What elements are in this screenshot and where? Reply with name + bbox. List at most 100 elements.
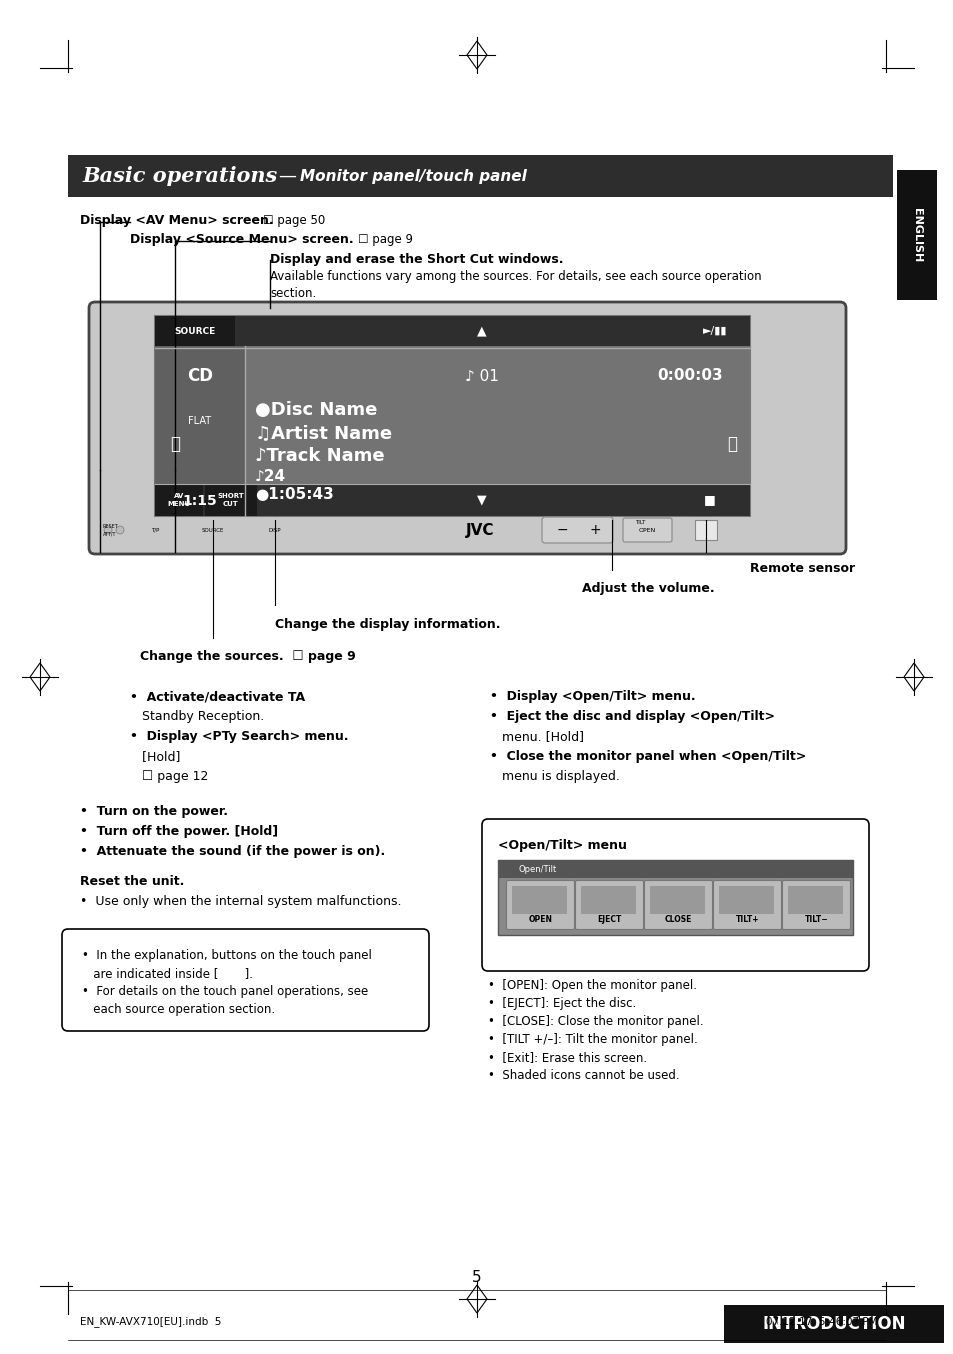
Text: 07.12.17  5:46:07 PM: 07.12.17 5:46:07 PM [765,1317,877,1327]
Text: •  [TILT +/–]: Tilt the monitor panel.: • [TILT +/–]: Tilt the monitor panel. [488,1033,697,1047]
Circle shape [104,525,112,533]
Text: ♫Artist Name: ♫Artist Name [254,424,392,441]
Text: —: — [277,167,295,185]
Bar [154,347,245,516]
Bar [154,315,749,347]
Text: are indicated inside [       ].: are indicated inside [ ]. [82,967,253,980]
Text: •  [EJECT]: Eject the disc.: • [EJECT]: Eject the disc. [488,997,636,1010]
Text: •  Use only when the internal system malfunctions.: • Use only when the internal system malf… [80,895,401,909]
Text: •  In the explanation, buttons on the touch panel: • In the explanation, buttons on the tou… [82,949,372,961]
Text: TILT+: TILT+ [735,915,759,925]
Text: Monitor panel/touch panel: Monitor panel/touch panel [299,168,526,184]
FancyBboxPatch shape [481,819,868,971]
Text: section.: section. [270,287,315,301]
Text: ⏮: ⏮ [170,435,180,454]
Text: T/P: T/P [151,528,159,532]
Text: Reset the unit.: Reset the unit. [80,875,184,888]
Bar [512,886,566,914]
Text: •  [OPEN]: Open the monitor panel.: • [OPEN]: Open the monitor panel. [488,979,697,992]
Text: ENGLISH: ENGLISH [911,209,921,263]
FancyBboxPatch shape [506,880,574,929]
Text: TILT−: TILT− [803,915,827,925]
Text: <Open/Tilt> menu: <Open/Tilt> menu [497,839,626,852]
Text: Display <Source Menu> screen.: Display <Source Menu> screen. [130,233,354,246]
Text: ▼: ▼ [476,493,486,506]
Text: •  Activate/deactivate TA: • Activate/deactivate TA [130,691,305,703]
Text: +: + [589,523,600,538]
Bar [719,886,773,914]
Text: SHORT
CUT: SHORT CUT [217,493,244,506]
Bar [154,483,749,516]
Text: SOURCE: SOURCE [174,326,215,336]
Text: ☐ page 9: ☐ page 9 [357,233,413,246]
FancyBboxPatch shape [644,880,712,929]
Bar [497,860,852,936]
Bar [497,860,852,877]
Text: ♪24: ♪24 [254,468,286,483]
Text: •  [CLOSE]: Close the monitor panel.: • [CLOSE]: Close the monitor panel. [488,1016,703,1028]
Text: Open/Tilt: Open/Tilt [518,864,557,873]
FancyBboxPatch shape [541,517,613,543]
Bar [154,315,749,516]
FancyBboxPatch shape [575,880,643,929]
Text: menu. [Hold]: menu. [Hold] [490,730,583,743]
Text: ☐ page 12: ☐ page 12 [130,770,208,783]
Bar [649,886,704,914]
FancyBboxPatch shape [781,880,850,929]
Text: •  Turn on the power.: • Turn on the power. [80,806,228,818]
Text: •  Eject the disc and display <Open/Tilt>: • Eject the disc and display <Open/Tilt> [490,709,774,723]
Text: each source operation section.: each source operation section. [82,1003,274,1016]
Text: TILT: TILT [634,520,644,524]
Text: CD: CD [187,367,213,385]
Bar [787,886,842,914]
Text: OPEN: OPEN [528,915,552,925]
Text: Remote sensor: Remote sensor [749,562,854,575]
Text: •  Shaded icons cannot be used.: • Shaded icons cannot be used. [488,1070,679,1082]
FancyBboxPatch shape [622,519,671,542]
Text: JVC: JVC [465,523,494,538]
Circle shape [116,525,124,533]
Text: Display <AV Menu> screen.: Display <AV Menu> screen. [80,214,274,227]
Text: ●Disc Name: ●Disc Name [254,401,377,418]
Text: 0:00:03: 0:00:03 [657,368,722,383]
Text: 5: 5 [472,1270,481,1285]
Text: CLOSE: CLOSE [664,915,692,925]
Text: •  Turn off the power. [Hold]: • Turn off the power. [Hold] [80,825,278,838]
Text: −: − [556,523,567,538]
Text: 1:15: 1:15 [182,494,217,508]
Text: Standby Reception.: Standby Reception. [130,709,264,723]
Text: Display and erase the Short Cut windows.: Display and erase the Short Cut windows. [270,253,563,265]
Text: AV
MENU: AV MENU [168,493,191,506]
FancyBboxPatch shape [89,302,845,554]
Text: menu is displayed.: menu is displayed. [490,770,619,783]
Bar [580,886,636,914]
Bar [896,171,936,301]
Bar [154,483,203,516]
Text: OPEN: OPEN [638,528,655,532]
FancyBboxPatch shape [62,929,429,1030]
Text: ♪ 01: ♪ 01 [464,368,498,383]
Text: ☐ page 50: ☐ page 50 [263,214,325,227]
Text: ●1:05:43: ●1:05:43 [254,487,334,502]
Text: Change the display information.: Change the display information. [274,617,500,631]
Text: •  Display <Open/Tilt> menu.: • Display <Open/Tilt> menu. [490,691,695,703]
Text: INTRODUCTION: INTRODUCTION [761,1315,904,1332]
Text: [Hold]: [Hold] [130,750,180,764]
Text: RESET: RESET [102,524,118,528]
Text: ⏭: ⏭ [726,435,737,454]
Bar [205,483,256,516]
Text: SOURCE: SOURCE [202,528,224,532]
Text: ►/▮▮: ►/▮▮ [702,326,726,336]
Text: •  [Exit]: Erase this screen.: • [Exit]: Erase this screen. [488,1051,646,1064]
Text: ■: ■ [703,493,715,506]
Text: ♪Track Name: ♪Track Name [254,447,384,464]
Bar [723,1305,943,1343]
Text: Change the sources.  ☐ page 9: Change the sources. ☐ page 9 [140,650,355,663]
Text: •  Display <PTy Search> menu.: • Display <PTy Search> menu. [130,730,348,743]
FancyBboxPatch shape [713,880,781,929]
Bar [695,520,717,540]
Text: EJECT: EJECT [597,915,621,925]
Text: Adjust the volume.: Adjust the volume. [581,582,714,594]
Text: DISP: DISP [269,528,281,532]
Text: ATT/T: ATT/T [103,532,116,536]
